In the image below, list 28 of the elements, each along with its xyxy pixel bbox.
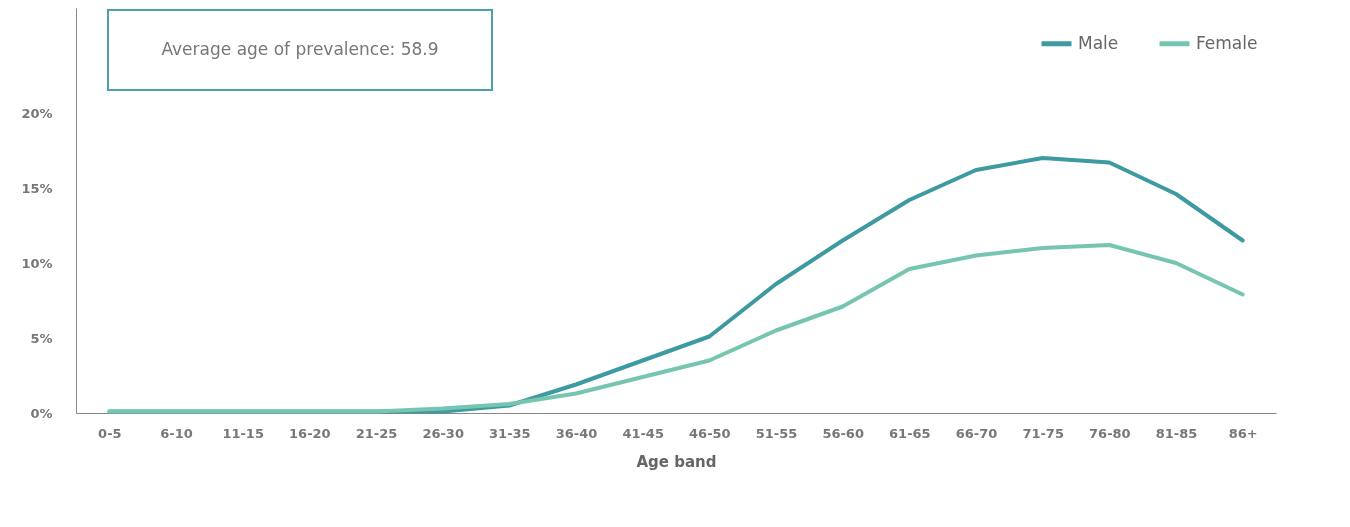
annotation: Average age of prevalence: 58.9 <box>161 39 439 59</box>
x-axis-title: Age band <box>636 452 717 471</box>
x-tick-label: 26-30 <box>422 425 464 441</box>
x-tick-label: 56-60 <box>822 425 864 441</box>
x-tick-label: 21-25 <box>355 425 398 441</box>
x-tick-label: 81-85 <box>1155 425 1198 441</box>
x-tick-label: 41-45 <box>622 425 664 441</box>
x-tick-label: 36-40 <box>555 425 598 441</box>
x-tick-label: 0-5 <box>98 425 122 441</box>
legend-label: Female <box>1196 32 1258 53</box>
x-tick-label: 46-50 <box>689 425 731 441</box>
x-tick-label: 16-20 <box>289 425 331 441</box>
x-tick-label: 71-75 <box>1022 425 1064 441</box>
x-tick-label: 61-65 <box>889 425 931 441</box>
y-tick-label: 20% <box>21 105 53 121</box>
line-series <box>107 243 1245 414</box>
x-tick-label: 31-35 <box>489 425 531 441</box>
x-tick-label: 11-15 <box>222 425 264 441</box>
x-tick-label: 86+ <box>1228 425 1258 441</box>
legend-label: Male <box>1078 32 1119 53</box>
x-tick-label: 76-80 <box>1089 425 1131 441</box>
x-tick-label: 51-55 <box>755 425 798 441</box>
x-tick-label: 6-10 <box>160 425 193 441</box>
y-tick-label: 10% <box>21 255 53 271</box>
y-tick-label: 0% <box>30 405 53 421</box>
x-tick-label: 66-70 <box>955 425 998 441</box>
y-tick-label: 5% <box>30 330 53 346</box>
y-tick-label: 15% <box>21 180 53 196</box>
